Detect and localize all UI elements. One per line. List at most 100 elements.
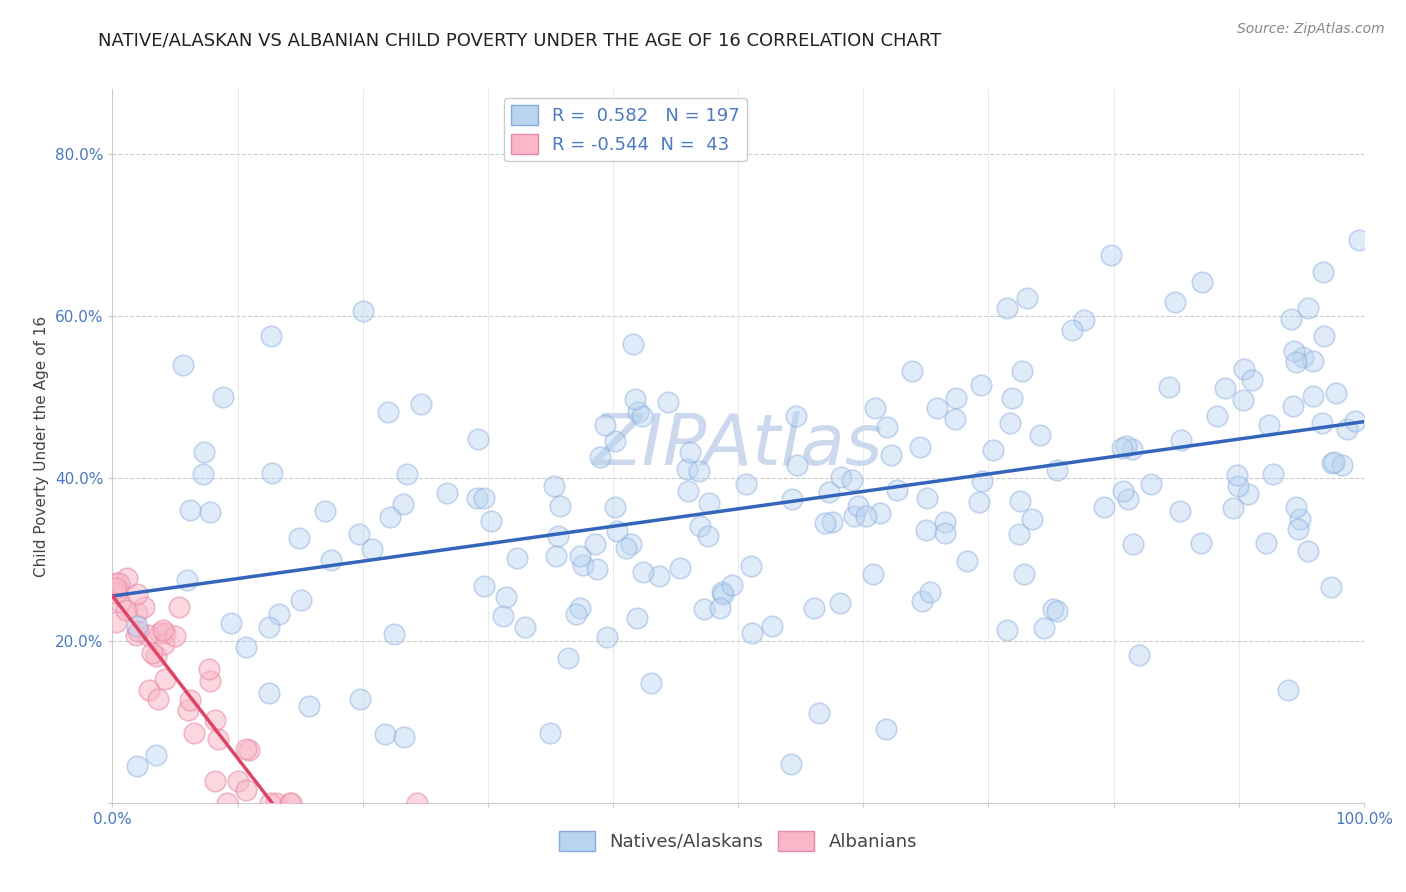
Point [630, 409, 652, 423]
Point [568, 549, 591, 563]
Y-axis label: Child Poverty Under the Age of 16: Child Poverty Under the Age of 16 [34, 316, 49, 576]
Point [967, 494, 990, 508]
Point [1115, 439, 1137, 453]
Point [1292, 350, 1315, 364]
Point [198, 662, 221, 676]
Point [392, 497, 415, 511]
Point [212, 391, 235, 405]
Point [191, 467, 214, 481]
Point [780, 756, 803, 771]
Point [1189, 535, 1212, 549]
Point [1112, 484, 1135, 499]
Point [1296, 301, 1319, 316]
Point [200, 673, 222, 688]
Point [595, 418, 617, 433]
Point [934, 515, 956, 529]
Point [565, 607, 588, 621]
Point [1313, 329, 1336, 343]
Text: Source: ZipAtlas.com: Source: ZipAtlas.com [1237, 22, 1385, 37]
Point [1282, 399, 1305, 413]
Point [167, 600, 190, 615]
Point [648, 569, 671, 583]
Point [1227, 478, 1250, 492]
Point [138, 628, 160, 642]
Point [479, 515, 502, 529]
Point [626, 404, 648, 418]
Point [1170, 433, 1192, 447]
Point [288, 531, 311, 545]
Point [945, 391, 967, 405]
Point [1279, 312, 1302, 326]
Point [1033, 621, 1056, 635]
Point [1121, 442, 1143, 457]
Point [177, 703, 200, 717]
Point [689, 519, 711, 533]
Point [1164, 294, 1187, 309]
Point [179, 503, 201, 517]
Point [821, 516, 844, 530]
Point [1222, 501, 1244, 516]
Point [1008, 527, 1031, 541]
Point [970, 378, 993, 392]
Point [869, 506, 891, 520]
Point [127, 619, 149, 633]
Point [915, 491, 938, 505]
Point [908, 440, 931, 454]
Point [226, 774, 249, 789]
Point [347, 527, 370, 541]
Point [1015, 291, 1038, 305]
Point [828, 596, 851, 610]
Point [943, 411, 966, 425]
Point [620, 536, 643, 550]
Point [981, 443, 1004, 458]
Point [491, 609, 513, 624]
Legend: Natives/Alaskans, Albanians: Natives/Alaskans, Albanians [553, 823, 924, 858]
Point [1021, 512, 1043, 526]
Point [392, 731, 415, 745]
Point [1046, 604, 1069, 618]
Point [1206, 409, 1229, 423]
Point [569, 601, 592, 615]
Point [1348, 233, 1371, 247]
Point [145, 648, 167, 663]
Point [1302, 389, 1324, 403]
Point [1257, 417, 1279, 432]
Point [204, 774, 226, 789]
Point [572, 558, 595, 572]
Point [1157, 380, 1180, 394]
Point [668, 561, 690, 575]
Point [349, 691, 371, 706]
Point [710, 585, 733, 599]
Point [465, 491, 488, 506]
Point [467, 432, 489, 446]
Point [697, 528, 720, 542]
Point [995, 301, 1018, 316]
Point [152, 624, 174, 638]
Point [583, 537, 606, 551]
Point [697, 496, 720, 510]
Point [640, 676, 662, 690]
Point [740, 558, 762, 573]
Point [382, 626, 405, 640]
Point [1296, 543, 1319, 558]
Point [204, 713, 226, 727]
Point [1014, 567, 1036, 582]
Point [1286, 522, 1309, 536]
Point [193, 445, 215, 459]
Point [956, 554, 979, 568]
Point [257, 686, 280, 700]
Point [176, 573, 198, 587]
Point [127, 624, 149, 638]
Point [141, 646, 163, 660]
Point [606, 524, 628, 538]
Point [785, 409, 807, 423]
Point [1285, 500, 1308, 514]
Point [259, 796, 281, 810]
Point [538, 726, 561, 740]
Point [855, 508, 877, 523]
Point [1232, 393, 1254, 408]
Point [125, 606, 148, 620]
Point [1101, 248, 1123, 262]
Point [1008, 494, 1031, 508]
Point [1011, 364, 1033, 378]
